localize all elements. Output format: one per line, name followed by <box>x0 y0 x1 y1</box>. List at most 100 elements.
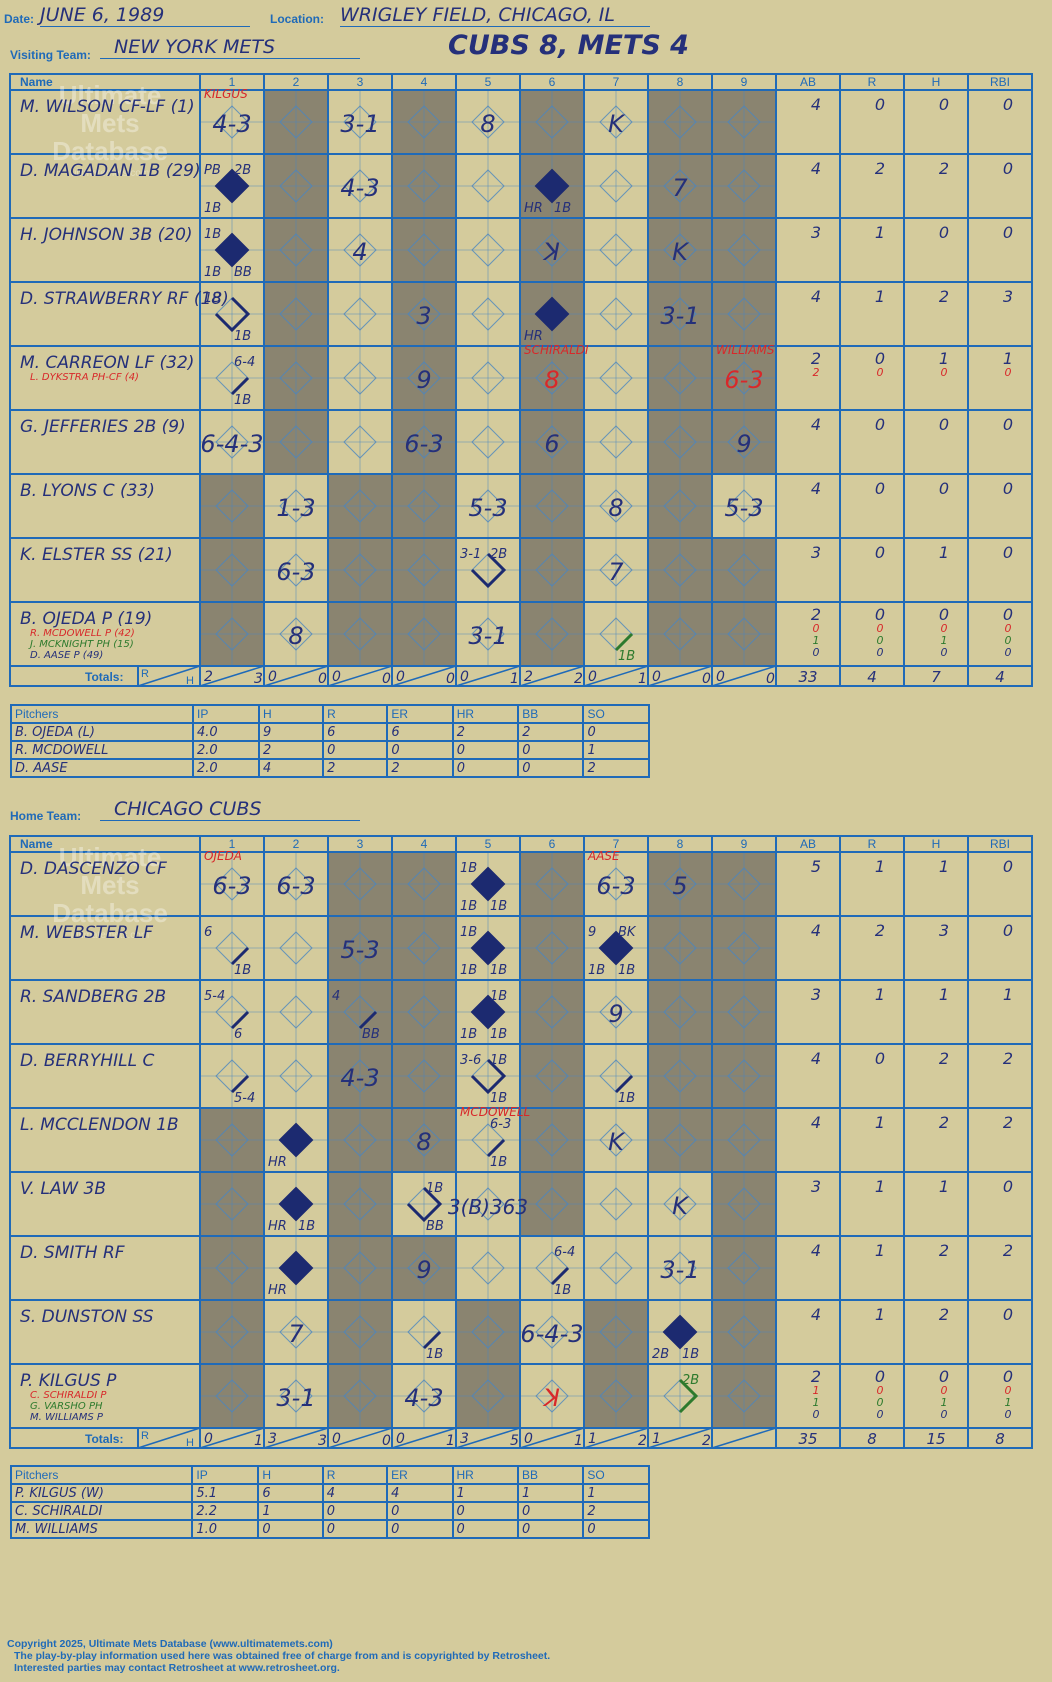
home-advance-note: 1B <box>460 899 477 914</box>
visitors-stat-value: 0 <box>877 366 884 379</box>
home-base-diamond <box>727 1315 761 1349</box>
home-stat-value: 2 <box>1003 1049 1013 1068</box>
home-stat-value: 2 <box>811 1367 821 1386</box>
visitors-pitching-header-cell: HR <box>451 704 520 724</box>
home-base-diamond <box>343 1123 377 1157</box>
visitors-inning-hits: 0 <box>702 671 711 687</box>
visitors-sub-name: D. AASE P (49) <box>30 650 103 661</box>
visitors-stat-value: 0 <box>939 95 949 114</box>
home-advance-note: 6 <box>204 925 212 940</box>
home-advance-note: 1B <box>490 1053 507 1068</box>
visitors-pitching-header-cell: IP <box>192 704 260 724</box>
home-stat-value: 2 <box>875 921 885 940</box>
visitors-advance-note: 6-4 <box>234 355 255 370</box>
home-base-diamond <box>727 1059 761 1093</box>
home-stat-value: 4 <box>811 1049 821 1068</box>
visitors-base-diamond <box>599 489 633 523</box>
visitors-stat-value: 0 <box>813 622 820 635</box>
visitors-pitcher-cell: 2.0 <box>192 758 260 778</box>
visitors-pitcher-cell: 0 <box>517 740 585 760</box>
home-advance-note: 1B <box>490 1155 507 1170</box>
visitors-base-diamond <box>343 489 377 523</box>
visitors-pitcher-cell: 0 <box>451 740 520 760</box>
home-stat-value: 0 <box>813 1408 820 1421</box>
visitors-basepath <box>214 296 251 333</box>
visitors-run-scored-diamond <box>534 168 570 204</box>
home-basepath <box>230 946 250 966</box>
visitors-pitching-header-cell: SO <box>582 704 650 724</box>
visitors-pitching-table: Pitchers IP H R ER HR BB SO B. OJEDA (L) 4.0 9 6 6 2 2… <box>9 704 650 778</box>
visitors-total-stat: 33 <box>798 668 817 686</box>
visitors-play-result: 3-1 <box>340 110 379 138</box>
visitors-header-r: R <box>868 75 877 89</box>
visitors-totals-slash <box>647 665 713 687</box>
home-base-diamond <box>343 1315 377 1349</box>
home-pitcher-row: M. WILLIAMS 1.0 0 0 0 0 0 0 <box>9 1519 650 1539</box>
home-advance-note: 1B <box>682 1347 699 1362</box>
visitors-advance-note: 1B <box>554 201 571 216</box>
watermark-line2: Mets <box>80 108 139 138</box>
home-header-r: R <box>868 837 877 851</box>
visitors-base-diamond <box>343 105 377 139</box>
home-advance-note: HR <box>268 1155 287 1170</box>
home-header-inning-9: 9 <box>741 837 748 851</box>
visitors-stat-value: 2 <box>813 366 820 379</box>
visitors-inning-hits: 0 <box>446 671 455 687</box>
visitors-advance-note: HR <box>524 201 543 216</box>
visitors-stat-value: 0 <box>1003 159 1013 178</box>
home-basepath <box>678 1378 699 1414</box>
visitors-totals-slash <box>583 665 649 687</box>
home-stat-value: 0 <box>875 1367 885 1386</box>
visitors-base-diamond <box>407 361 441 395</box>
home-play-result: 6-4-3 <box>520 1320 583 1348</box>
visitors-pitching-header-cell: Pitchers <box>9 704 195 724</box>
visitors-base-diamond <box>407 617 441 651</box>
visitors-base-diamond <box>663 297 697 331</box>
visitors-advance-note: 1B <box>204 265 221 280</box>
home-run-scored-diamond <box>470 866 506 902</box>
home-base-diamond <box>727 867 761 901</box>
home-header-rbi: RBI <box>990 837 1010 851</box>
visitors-stat-value: 0 <box>875 479 885 498</box>
visitors-pitching-header-row: Pitchers IP H R ER HR BB SO <box>9 704 650 724</box>
home-run-scored-diamond <box>470 930 506 966</box>
visitors-base-diamond <box>215 553 249 587</box>
home-pitching-header-cell: H <box>257 1465 324 1485</box>
visitors-inning-runs: 0 <box>332 669 341 685</box>
home-base-diamond <box>215 931 249 965</box>
home-advance-note: BB <box>426 1219 444 1234</box>
home-batter-name: D. DASCENZO CF <box>20 859 167 879</box>
home-advance-note: 1B <box>234 963 251 978</box>
home-stat-value: 2 <box>1003 1113 1013 1132</box>
home-advance-note: 1B <box>460 925 477 940</box>
home-advance-note: 1B <box>490 899 507 914</box>
visitors-base-diamond <box>471 361 505 395</box>
home-play-result: K <box>608 1128 626 1156</box>
home-base-diamond <box>471 1379 505 1413</box>
home-stat-value: 3 <box>811 985 821 1004</box>
home-advance-note: 5-4 <box>234 1091 255 1106</box>
home-base-diamond <box>535 1123 569 1157</box>
visitors-pitcher-cell: 1 <box>582 740 650 760</box>
home-play-result: ꓘ <box>542 1384 560 1412</box>
visitors-advance-note: HR <box>524 329 543 344</box>
visitors-base-diamond <box>727 297 761 331</box>
visitors-stat-value: 0 <box>939 223 949 242</box>
home-base-diamond <box>279 1059 313 1093</box>
visitors-stat-value: 0 <box>1003 223 1013 242</box>
home-advance-note: 1B <box>490 963 507 978</box>
visitors-base-diamond <box>407 553 441 587</box>
visitors-sub-name: R. MCDOWELL P (42) <box>30 628 135 639</box>
home-advance-note: 1B <box>490 989 507 1004</box>
watermark-line3: Database <box>52 898 168 928</box>
home-pitcher-change-label: MCDOWELL <box>460 1105 530 1119</box>
visitors-inning-runs: 0 <box>268 669 277 685</box>
home-pitcher-cell: 1 <box>257 1501 324 1521</box>
home-pitcher-cell: 0 <box>451 1501 520 1521</box>
home-pitcher-row: P. KILGUS (W) 5.1 6 4 4 1 1 1 <box>9 1483 650 1503</box>
home-base-diamond <box>407 1059 441 1093</box>
home-base-diamond <box>215 1187 249 1221</box>
visitors-stat-value: 0 <box>1005 366 1012 379</box>
visitors-pitcher-cell: 2 <box>517 722 585 742</box>
visitors-play-result: 6-3 <box>724 366 763 394</box>
